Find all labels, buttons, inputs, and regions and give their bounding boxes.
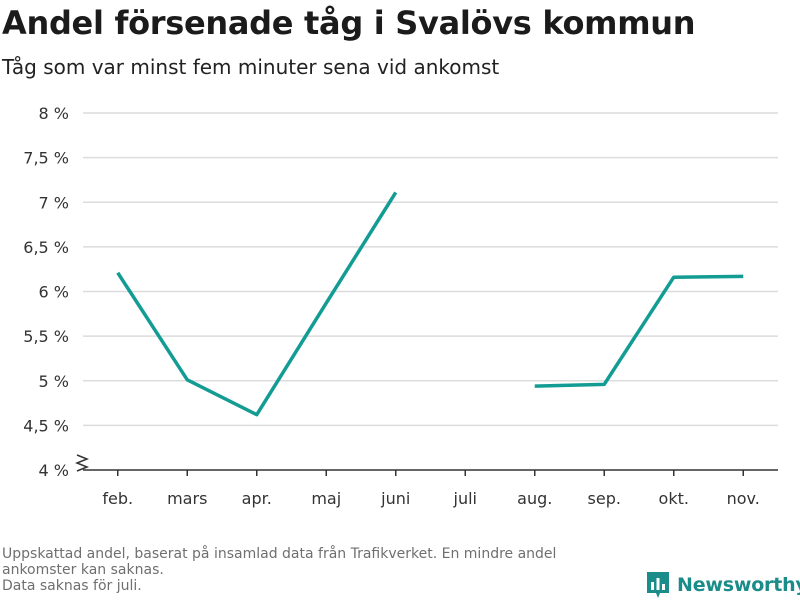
chart-title: Andel försenade tåg i Svalövs kommun <box>2 4 696 42</box>
x-tick-label: sep. <box>588 489 621 508</box>
axis-break-marker <box>74 454 90 472</box>
x-tick-label: aug. <box>517 489 552 508</box>
y-tick-label: 4 % <box>39 461 69 480</box>
brand-logo: Newsworthy <box>645 571 800 599</box>
series-line-segment <box>534 274 744 388</box>
footnote: Uppskattad andel, baserat på insamlad da… <box>2 546 622 594</box>
x-tick-label: mars <box>167 489 207 508</box>
chart-subtitle: Tåg som var minst fem minuter sena vid a… <box>2 55 500 79</box>
brand-name: Newsworthy <box>677 574 800 596</box>
footnote-line: ankomster kan saknas. <box>2 562 164 578</box>
x-tick-label: nov. <box>727 489 760 508</box>
y-axis-tick-labels: 4 % 4,5 % 5 % 5,5 % 6 % 6,5 % 7 % 7,5 % 8 % <box>23 104 69 480</box>
y-tick-label: 8 % <box>39 104 69 123</box>
data-series <box>116 191 744 417</box>
x-axis-tick-labels: feb. mars apr. maj juni juli aug. sep. okt. nov. <box>102 489 759 508</box>
x-tick-label: juni <box>380 489 410 508</box>
x-axis <box>74 454 778 476</box>
x-tick-label: okt. <box>659 489 689 508</box>
y-tick-label: 4,5 % <box>23 416 69 435</box>
y-tick-label: 5 % <box>39 372 69 391</box>
y-tick-label: 7,5 % <box>23 149 69 168</box>
x-tick-label: apr. <box>242 489 272 508</box>
y-tick-label: 6,5 % <box>23 238 69 257</box>
y-tick-label: 7 % <box>39 193 69 212</box>
gridlines <box>83 112 778 427</box>
footnote-line: Data saknas för juli. <box>2 578 142 594</box>
footnote-line: Uppskattad andel, baserat på insamlad da… <box>2 546 557 562</box>
x-tick-label: juli <box>453 489 477 508</box>
y-tick-label: 6 % <box>39 283 69 302</box>
bar-chart-logo-icon <box>647 572 669 598</box>
series-line-segment <box>116 191 398 417</box>
x-tick-label: feb. <box>102 489 133 508</box>
line-chart: 4 % 4,5 % 5 % 5,5 % 6 % 6,5 % 7 % 7,5 % 8 % feb.… <box>23 104 778 508</box>
x-tick-label: maj <box>311 489 341 508</box>
y-tick-label: 5,5 % <box>23 327 69 346</box>
